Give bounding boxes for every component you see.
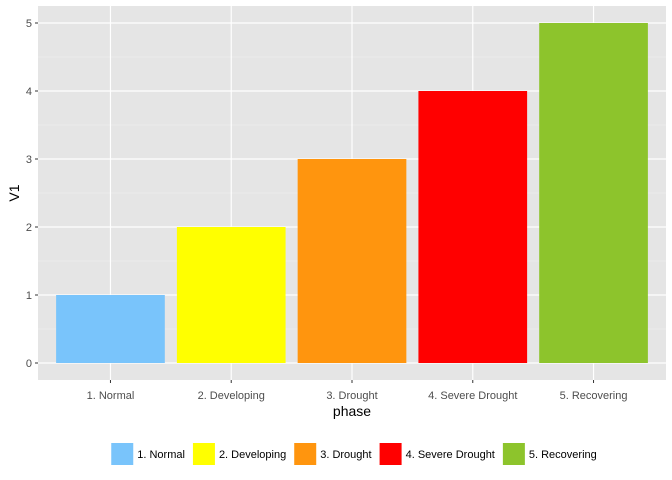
x-axis-ticks: 1. Normal 2. Developing 3. Drought 4. Sever… — [87, 380, 628, 402]
y-axis-ticks: 0 1 2 3 4 5 — [26, 18, 38, 370]
legend-label-4: 4. Severe Drought — [406, 449, 495, 461]
y-tick-label: 1 — [26, 290, 32, 302]
y-tick-label: 4 — [26, 86, 32, 98]
bar-5 — [539, 23, 648, 363]
bar-2 — [176, 227, 286, 363]
legend-label-5: 5. Recovering — [529, 449, 597, 461]
y-tick-label: 2 — [26, 222, 32, 234]
legend-label-2: 2. Developing — [219, 449, 286, 461]
x-tick-label: 4. Severe Drought — [428, 390, 517, 402]
legend-key-2 — [192, 443, 215, 465]
x-tick-label: 5. Recovering — [560, 390, 628, 402]
bar-3 — [297, 159, 407, 363]
bar-4 — [418, 91, 528, 363]
legend-key-5 — [502, 443, 525, 465]
bars — [56, 23, 648, 363]
y-axis-title: V1 — [6, 184, 22, 201]
x-tick-label: 1. Normal — [87, 390, 135, 402]
y-tick-label: 0 — [26, 358, 32, 370]
legend: 1. Normal 2. Developing 3. Drought 4. Sever… — [111, 443, 597, 465]
x-tick-label: 3. Drought — [326, 390, 377, 402]
x-axis-title: phase — [333, 403, 371, 419]
legend-key-3 — [294, 443, 317, 465]
y-tick-label: 5 — [26, 18, 32, 30]
y-tick-label: 3 — [26, 154, 32, 166]
x-tick-label: 2. Developing — [198, 390, 265, 402]
legend-key-1 — [111, 443, 134, 465]
legend-label-1: 1. Normal — [137, 449, 185, 461]
bar-1 — [56, 295, 165, 363]
legend-key-4 — [379, 443, 402, 465]
legend-label-3: 3. Drought — [320, 449, 371, 461]
